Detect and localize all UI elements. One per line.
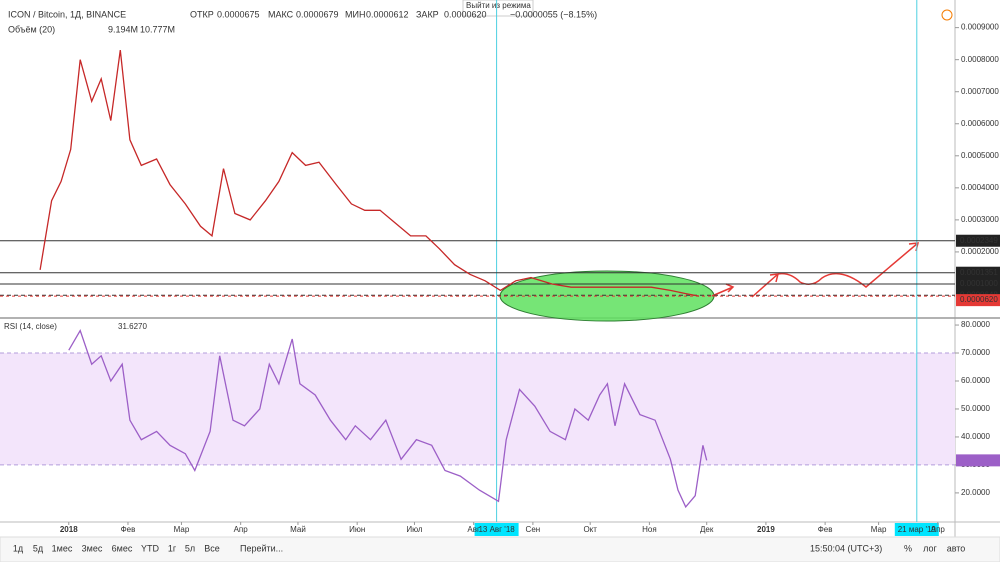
header-text: 0.0000612 bbox=[366, 9, 409, 19]
range-button[interactable]: 1д bbox=[13, 543, 24, 553]
arrow bbox=[711, 283, 735, 297]
header-text: 0.0000620 bbox=[444, 9, 487, 19]
x-tick-label: 2018 bbox=[60, 525, 78, 534]
goto-button[interactable]: Перейти... bbox=[240, 543, 283, 553]
alert-icon[interactable] bbox=[941, 9, 953, 21]
x-tick-label: Апр bbox=[931, 525, 946, 534]
y-tick-label: 0.0007000 bbox=[961, 87, 999, 96]
series-line bbox=[39, 50, 700, 297]
cursor-label: 13 Авг '18 bbox=[478, 525, 515, 534]
last-price-label: 0.0000620 bbox=[960, 295, 998, 304]
header-text: 0.0000675 bbox=[217, 9, 260, 19]
y-tick-label: 0.0008000 bbox=[961, 55, 999, 64]
x-tick-label: Апр bbox=[234, 525, 249, 534]
x-tick-label: 2019 bbox=[757, 525, 775, 534]
range-button[interactable]: YTD bbox=[141, 543, 160, 553]
y-tick-label: 50.0000 bbox=[961, 404, 990, 413]
header-text: 0.0000679 bbox=[296, 9, 339, 19]
cursor-label-bg bbox=[894, 523, 939, 536]
range-button[interactable]: 5д bbox=[33, 543, 44, 553]
header-text: ОТКР bbox=[190, 9, 214, 19]
bottom-toolbar bbox=[0, 536, 1000, 562]
y-tick-label: 20.0000 bbox=[961, 488, 990, 497]
x-tick-label: Май bbox=[290, 525, 306, 534]
y-tick-label: 0.0005000 bbox=[961, 151, 999, 160]
scale-option[interactable]: лог bbox=[923, 543, 937, 553]
rsi-current: 31.6270 bbox=[118, 322, 147, 331]
level-label-bg bbox=[956, 277, 1000, 290]
x-tick-label: Авг bbox=[467, 525, 480, 534]
y-tick-label: 0.0004000 bbox=[961, 183, 999, 192]
x-tick-label: Фев bbox=[121, 525, 136, 534]
last-price-bg bbox=[956, 294, 1000, 307]
cursor-label: 21 мар '19 bbox=[898, 525, 937, 534]
clock: 15:50:04 (UTC+3) bbox=[810, 543, 882, 553]
header-text: Объём (20) bbox=[8, 24, 55, 34]
cursor-label-bg bbox=[474, 523, 519, 536]
level-label: 0.0001351 bbox=[960, 268, 998, 277]
rsi-title: RSI (14, close) bbox=[4, 322, 57, 331]
y-tick-label: 40.0000 bbox=[961, 432, 990, 441]
x-tick-label: Ноя bbox=[642, 525, 657, 534]
tooltip[interactable] bbox=[462, 0, 534, 17]
range-button[interactable]: Все bbox=[204, 543, 220, 553]
tooltip-text: Выйти из режима bbox=[466, 1, 531, 10]
level-label-bg bbox=[956, 266, 1000, 279]
header-text: МАКС bbox=[268, 9, 294, 19]
x-tick-label: Мар bbox=[174, 525, 190, 534]
level-label: 0.0001000 bbox=[960, 279, 998, 288]
header-text: ICON / Bitcoin, 1Д, BINANCE bbox=[8, 9, 126, 19]
y-tick-label: 70.0000 bbox=[961, 348, 990, 357]
header-text: 9.194M bbox=[108, 24, 138, 34]
series-line bbox=[68, 329, 708, 509]
range-button[interactable]: 1г bbox=[168, 543, 177, 553]
y-tick-label: 0.0002000 bbox=[961, 247, 999, 256]
header-text: МИН bbox=[345, 9, 365, 19]
y-tick-label: 0.0003000 bbox=[961, 215, 999, 224]
level-label: 0.0002349 bbox=[960, 236, 998, 245]
x-tick-label: Мар bbox=[871, 525, 887, 534]
level-label-bg bbox=[956, 234, 1000, 247]
y-tick-label: 80.0000 bbox=[961, 320, 990, 329]
range-button[interactable]: 5л bbox=[185, 543, 195, 553]
range-button[interactable]: 6мес bbox=[112, 543, 133, 553]
rsi-band bbox=[0, 353, 955, 465]
scale-option[interactable]: % bbox=[904, 543, 912, 553]
x-tick-label: Июн bbox=[349, 525, 365, 534]
x-tick-label: Июл bbox=[406, 525, 423, 534]
y-tick-label: 0.0006000 bbox=[961, 119, 999, 128]
y-tick-label: 0.0009000 bbox=[961, 23, 999, 32]
range-button[interactable]: 1мес bbox=[52, 543, 73, 553]
header-text: −0.0000055 (−8.15%) bbox=[510, 9, 597, 19]
x-tick-label: Окт bbox=[583, 525, 597, 534]
x-tick-label: Сен bbox=[526, 525, 541, 534]
header-text: 10.777M bbox=[140, 24, 175, 34]
scale-option[interactable]: авто bbox=[947, 543, 966, 553]
header-text: ЗАКР bbox=[416, 9, 439, 19]
range-button[interactable]: 3мес bbox=[82, 543, 103, 553]
x-tick-label: Дек bbox=[700, 525, 714, 534]
y-tick-label: 60.0000 bbox=[961, 376, 990, 385]
rsi-current-bg bbox=[956, 454, 1000, 467]
x-tick-label: Фев bbox=[818, 525, 833, 534]
